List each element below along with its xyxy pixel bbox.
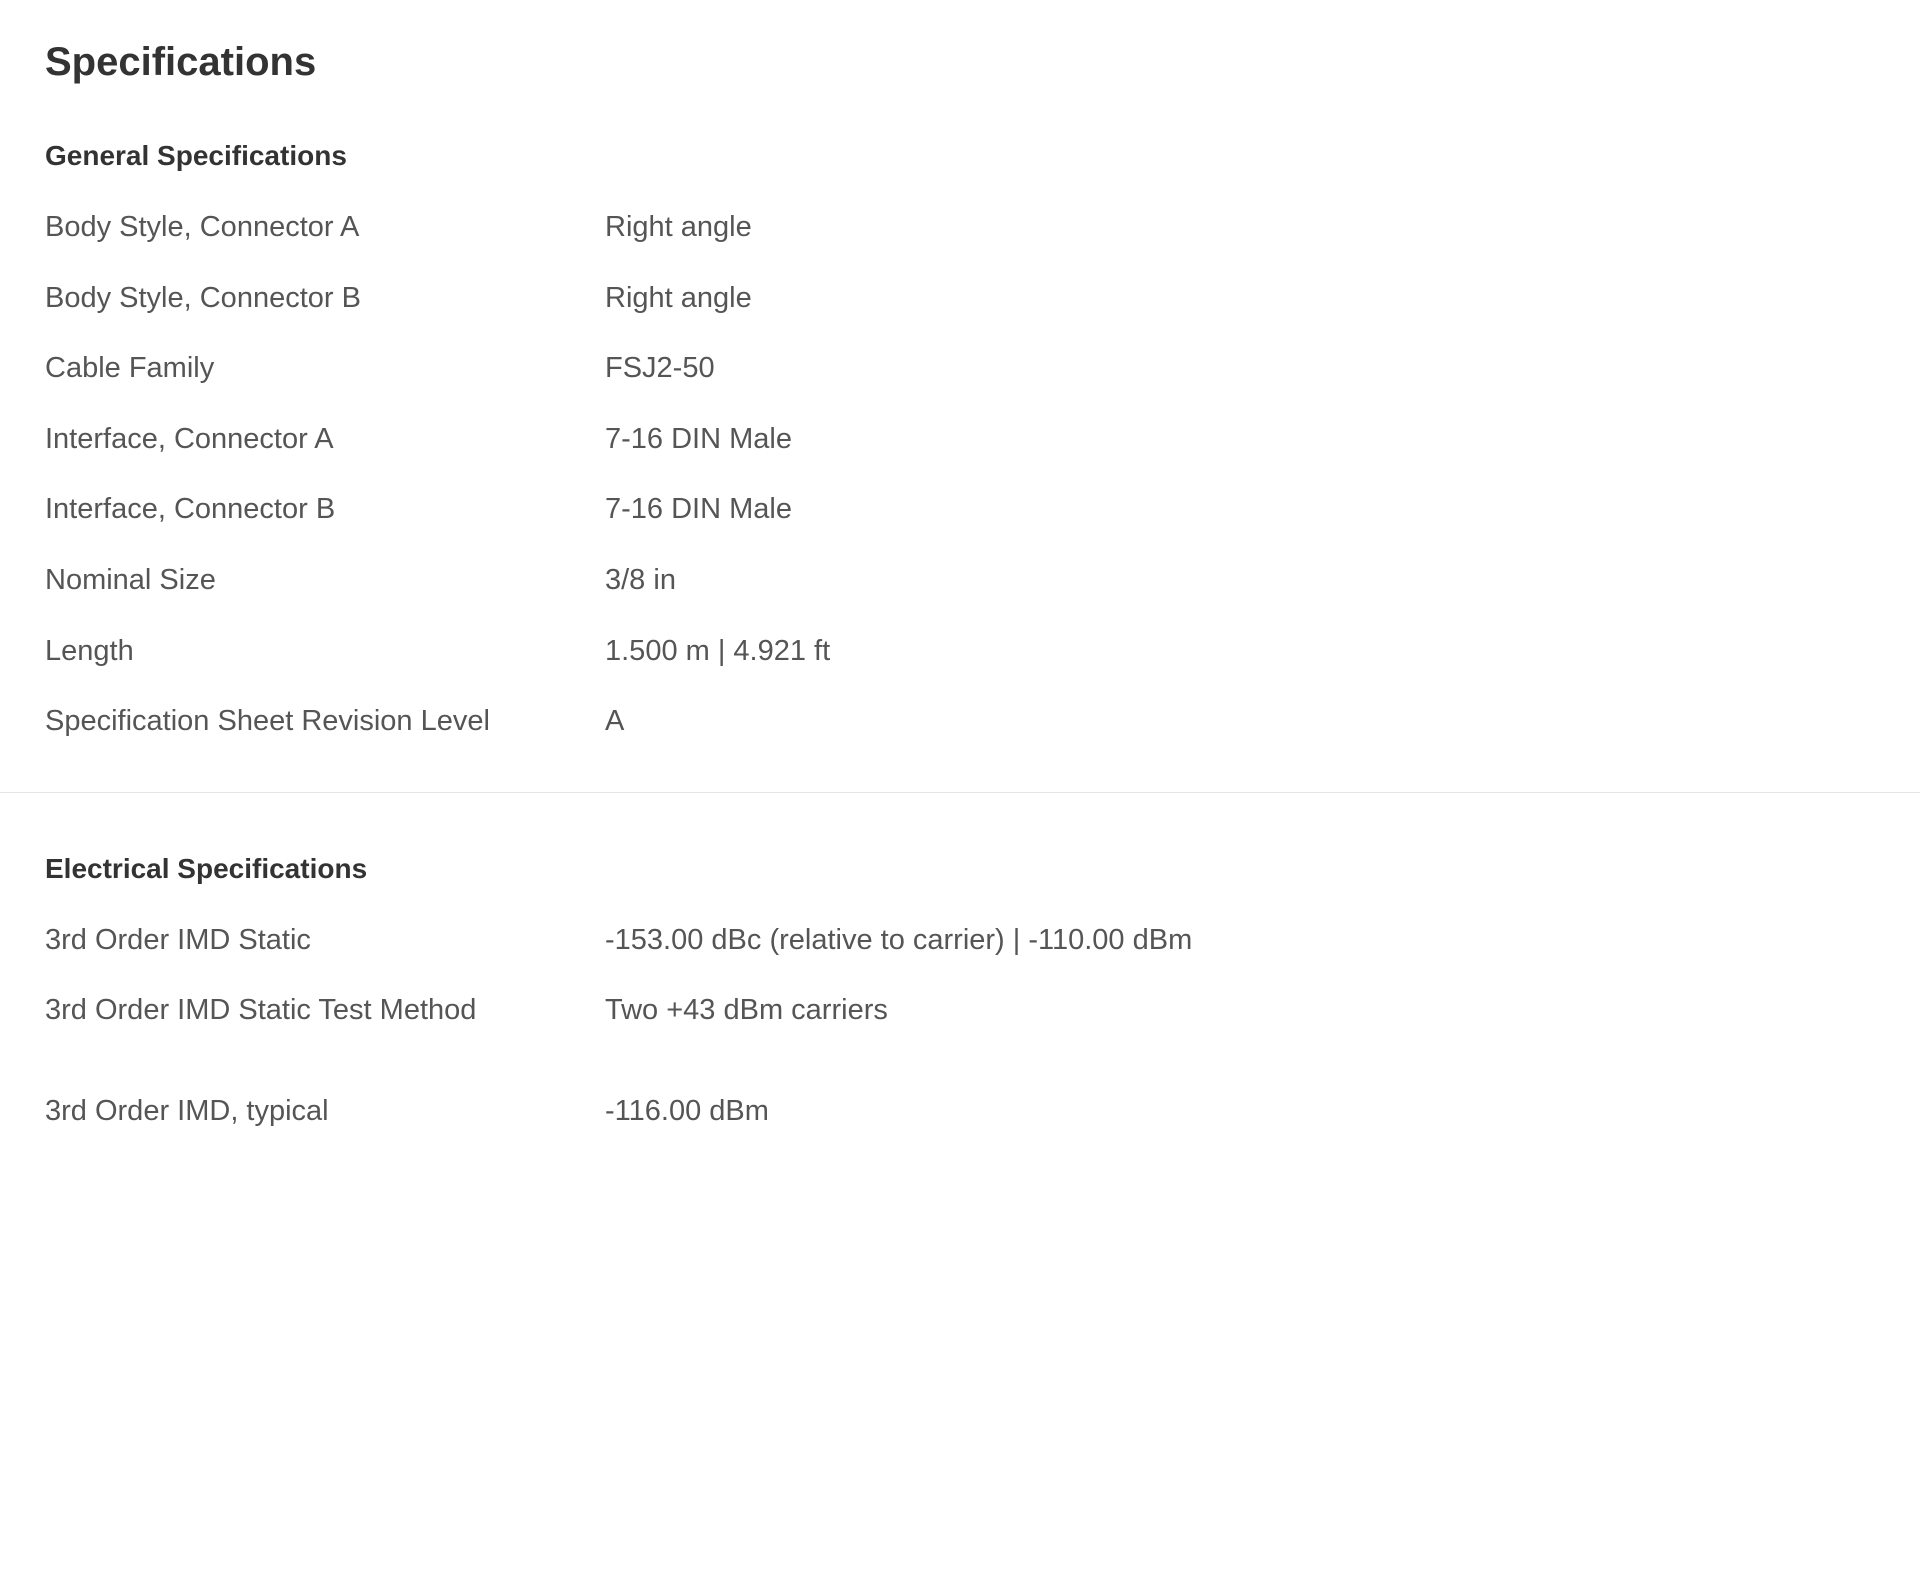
table-row: Body Style, Connector B Right angle <box>45 278 1875 319</box>
spec-value: 7-16 DIN Male <box>605 419 792 460</box>
spec-value: -116.00 dBm <box>605 1091 769 1132</box>
page-title: Specifications <box>45 40 1875 85</box>
spec-label: Length <box>45 631 605 672</box>
section-title-electrical: Electrical Specifications <box>45 853 1875 885</box>
spec-value: Two +43 dBm carriers <box>605 990 888 1031</box>
spec-label: Body Style, Connector A <box>45 207 605 248</box>
spec-value: 1.500 m | 4.921 ft <box>605 631 830 672</box>
spec-value: A <box>605 701 624 742</box>
table-row: Body Style, Connector A Right angle <box>45 207 1875 248</box>
spec-value: -153.00 dBc (relative to carrier) | -110… <box>605 920 1192 961</box>
table-row: Cable Family FSJ2-50 <box>45 348 1875 389</box>
spec-value: 3/8 in <box>605 560 676 601</box>
table-row: Interface, Connector A 7-16 DIN Male <box>45 419 1875 460</box>
spec-label: 3rd Order IMD Static Test Method <box>45 990 605 1031</box>
section-divider <box>0 792 1920 793</box>
table-row: 3rd Order IMD Static Test Method Two +43… <box>45 990 1875 1031</box>
electrical-spec-table: 3rd Order IMD Static -153.00 dBc (relati… <box>45 920 1875 1132</box>
spec-value: FSJ2-50 <box>605 348 715 389</box>
spec-value: Right angle <box>605 207 752 248</box>
spec-label: Body Style, Connector B <box>45 278 605 319</box>
general-spec-table: Body Style, Connector A Right angle Body… <box>45 207 1875 742</box>
table-row: Length 1.500 m | 4.921 ft <box>45 631 1875 672</box>
table-row: 3rd Order IMD, typical -116.00 dBm <box>45 1091 1875 1132</box>
spec-label: Interface, Connector B <box>45 489 605 530</box>
table-row: 3rd Order IMD Static -153.00 dBc (relati… <box>45 920 1875 961</box>
spec-label: 3rd Order IMD Static <box>45 920 605 961</box>
section-title-general: General Specifications <box>45 140 1875 172</box>
spec-value: 7-16 DIN Male <box>605 489 792 530</box>
spec-label: Interface, Connector A <box>45 419 605 460</box>
spec-label: Cable Family <box>45 348 605 389</box>
spec-label: 3rd Order IMD, typical <box>45 1091 605 1132</box>
table-row: Interface, Connector B 7-16 DIN Male <box>45 489 1875 530</box>
spec-label: Specification Sheet Revision Level <box>45 701 605 742</box>
spec-value: Right angle <box>605 278 752 319</box>
spacer <box>45 1061 1875 1091</box>
spec-label: Nominal Size <box>45 560 605 601</box>
table-row: Specification Sheet Revision Level A <box>45 701 1875 742</box>
table-row: Nominal Size 3/8 in <box>45 560 1875 601</box>
